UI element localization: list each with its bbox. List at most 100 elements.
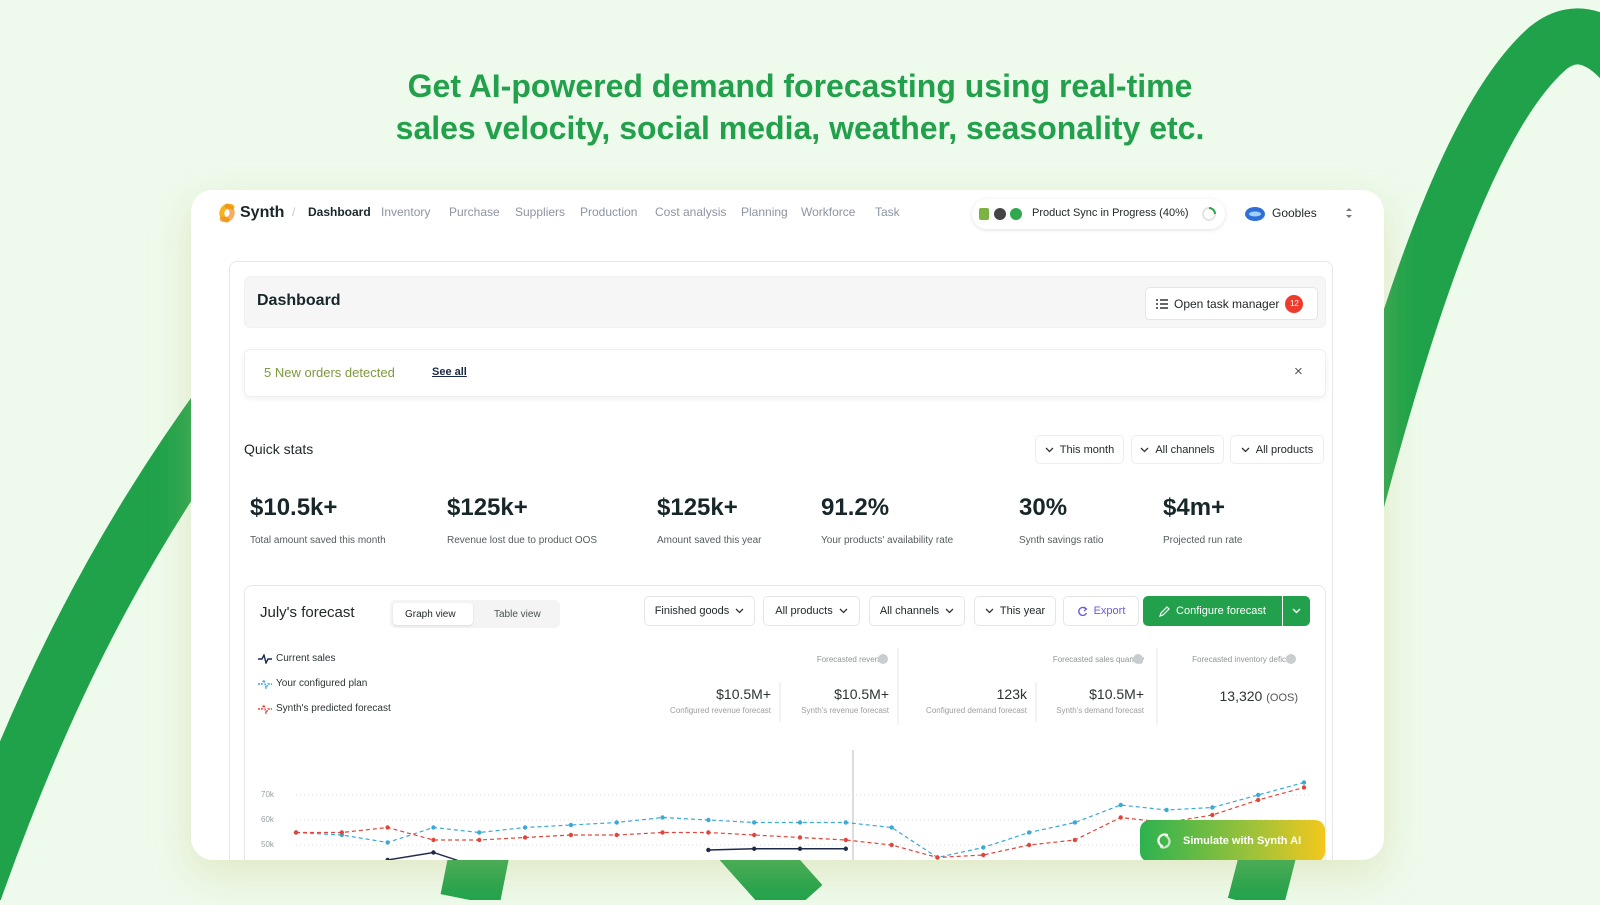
- data-point: [889, 825, 894, 830]
- filter-button[interactable]: All products: [1230, 435, 1324, 464]
- nav-item[interactable]: Purchase: [449, 205, 500, 219]
- configure-dropdown[interactable]: [1283, 596, 1310, 626]
- data-point: [843, 837, 849, 843]
- stat-value: $10.5k+: [250, 494, 338, 521]
- chevron: [1045, 447, 1054, 452]
- data-point: [1026, 842, 1032, 848]
- data-point: [431, 850, 436, 855]
- metric-value: $10.5M+: [834, 686, 889, 702]
- chevron: [985, 608, 994, 614]
- edit-icon: [1159, 605, 1170, 617]
- notification-close[interactable]: ×: [1294, 363, 1303, 380]
- section-title: Quick stats: [244, 441, 314, 457]
- data-point: [1118, 815, 1123, 820]
- data-point: [1301, 780, 1307, 785]
- nav-item[interactable]: Suppliers: [515, 205, 566, 219]
- data-point: [1301, 785, 1307, 790]
- data-point: [706, 817, 711, 823]
- data-point: [797, 846, 803, 851]
- data-point: [981, 845, 986, 850]
- legend-item[interactable]: Synth's predicted forecast: [258, 703, 391, 714]
- legend-label: Your configured plan: [276, 678, 368, 689]
- data-point: [751, 846, 757, 851]
- metric-value: $10.5M+: [1089, 686, 1144, 702]
- nav-item[interactable]: Inventory: [381, 205, 431, 219]
- data-point: [1164, 807, 1169, 813]
- metric-label: Configured demand forecast: [926, 706, 1027, 715]
- chevron: [1140, 447, 1149, 452]
- data-point: [385, 825, 390, 830]
- metric-title: Forecasted sales quantity: [1052, 655, 1144, 664]
- chevron: [735, 608, 744, 614]
- data-point: [568, 832, 574, 838]
- data-point: [293, 830, 299, 835]
- stat-label: Synth savings ratio: [1019, 535, 1104, 546]
- filter-label: This year: [999, 605, 1046, 617]
- sync-status: Product Sync in Progress (40%): [1032, 207, 1189, 219]
- stat-label: Total amount saved this month: [250, 535, 386, 546]
- headline: Get AI-powered demand forecasting using …: [407, 68, 1193, 104]
- metric-unit: (OOS): [1266, 692, 1298, 704]
- metric-title: Forecasted revenue: [816, 655, 888, 664]
- data-point: [431, 825, 436, 830]
- data-point: [614, 832, 619, 838]
- y-tick-label: 60k: [261, 815, 275, 824]
- filter-button[interactable]: All channels: [869, 596, 965, 626]
- y-tick-label: 70k: [261, 790, 275, 799]
- data-point: [1072, 820, 1078, 825]
- task-button[interactable]: Open task manager 12: [1145, 287, 1318, 320]
- info-icon: [1133, 654, 1143, 664]
- data-point: [797, 820, 803, 825]
- y-tick-label: 50k: [261, 840, 275, 849]
- data-point: [568, 822, 574, 828]
- simulate-label: Simulate with Synth AI: [1183, 835, 1302, 847]
- nav-item[interactable]: Production: [580, 205, 638, 219]
- filter-button[interactable]: All products: [763, 596, 860, 626]
- filter-label: All channels: [1155, 443, 1215, 456]
- view-option[interactable]: Graph view: [405, 609, 456, 620]
- nav-item[interactable]: Dashboard: [308, 205, 371, 219]
- legend-icon: [258, 703, 272, 714]
- filter-label: All channels: [879, 605, 940, 617]
- data-point: [797, 835, 803, 840]
- filter-button[interactable]: This month: [1035, 435, 1124, 464]
- data-point: [431, 837, 436, 843]
- legend-item[interactable]: Current sales: [258, 653, 335, 664]
- chevron: [945, 608, 954, 614]
- view-active: [393, 603, 473, 625]
- filter-button[interactable]: All channels: [1131, 435, 1224, 464]
- forecast-title: July's forecast: [260, 604, 355, 621]
- nav-item[interactable]: Planning: [741, 205, 788, 219]
- nav-item[interactable]: Workforce: [801, 205, 856, 219]
- series-line: [295, 781, 1305, 859]
- account-name[interactable]: Goobles: [1272, 206, 1317, 220]
- nav-item[interactable]: Task: [875, 205, 900, 219]
- filter-button[interactable]: Finished goods: [644, 596, 755, 626]
- legend-item[interactable]: Your configured plan: [258, 678, 367, 689]
- data-point: [751, 820, 757, 825]
- data-point: [1255, 797, 1261, 803]
- data-point: [751, 832, 757, 838]
- metric-label: Configured revenue forecast: [670, 706, 771, 715]
- stat-value: $125k+: [447, 494, 528, 521]
- metric-label: Synth's demand forecast: [1056, 706, 1144, 715]
- view-option[interactable]: Table view: [494, 609, 541, 620]
- export-button[interactable]: Export: [1063, 596, 1139, 626]
- nav-item[interactable]: Cost analysis: [655, 205, 727, 219]
- filter-button[interactable]: This year: [974, 596, 1056, 626]
- notification: [244, 349, 1326, 397]
- filter-label: All products: [1255, 443, 1314, 456]
- data-point: [660, 815, 665, 820]
- data-point: [522, 835, 528, 840]
- data-point: [477, 837, 482, 843]
- data-point: [981, 852, 986, 858]
- account-switch[interactable]: [1344, 206, 1354, 220]
- brand: Synth: [240, 204, 285, 221]
- legend-icon: [258, 678, 272, 689]
- metric-value: $10.5M+: [716, 686, 771, 702]
- configure-button[interactable]: Configure forecast: [1143, 596, 1282, 626]
- notification-link[interactable]: See all: [432, 366, 467, 378]
- stat-label: Your products' availability rate: [821, 535, 954, 546]
- simulate-button[interactable]: [1140, 820, 1325, 860]
